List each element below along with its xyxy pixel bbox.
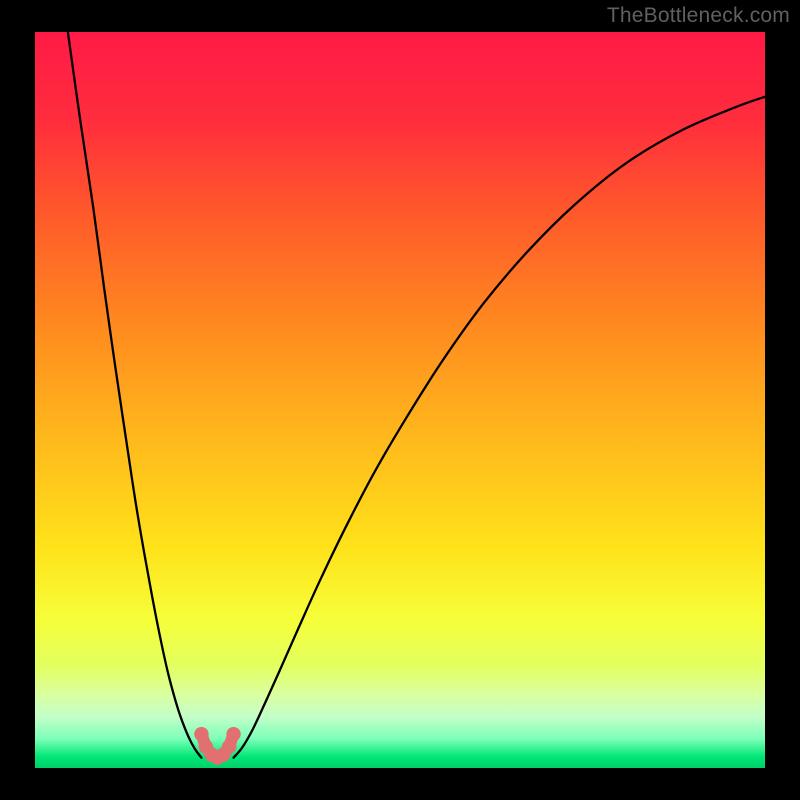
valley-marker-dot [222,739,236,753]
valley-marker-dot [226,727,240,741]
valley-marker-dot [194,727,208,741]
chart-plot-bg [35,32,765,768]
watermark-label: TheBottleneck.com [607,4,790,28]
bottleneck-chart [0,0,800,800]
chart-container: TheBottleneck.com [0,0,800,800]
